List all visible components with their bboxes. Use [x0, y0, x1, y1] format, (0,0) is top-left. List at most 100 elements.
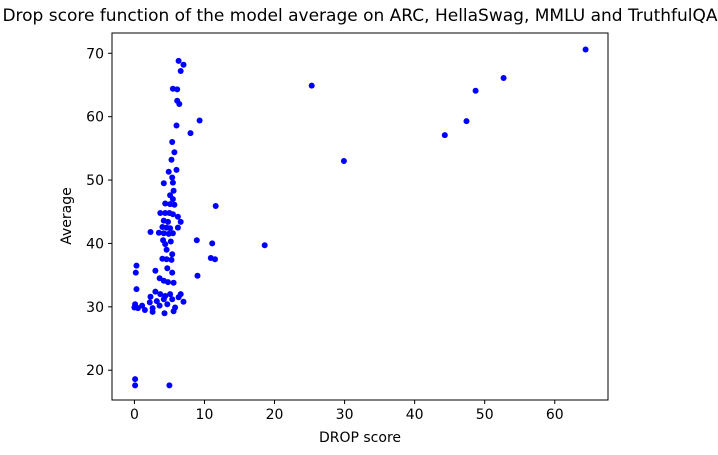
y-tick-label: 70 [86, 46, 104, 62]
data-point [155, 229, 162, 236]
data-point [187, 130, 194, 137]
y-tick-label: 20 [86, 363, 104, 379]
data-point [169, 139, 176, 145]
x-axis-ticks: 0 10 20 30 40 50 60 [130, 400, 564, 423]
data-point [168, 256, 175, 263]
data-point [160, 180, 167, 187]
data-point [153, 298, 160, 305]
data-point [161, 310, 168, 317]
data-point [162, 210, 169, 216]
data-point [196, 117, 203, 124]
data-point [168, 156, 175, 163]
data-point [166, 382, 173, 389]
data-point [162, 200, 169, 207]
data-point [133, 262, 140, 269]
data-point [173, 122, 180, 129]
data-point [171, 149, 178, 156]
data-point [165, 279, 171, 286]
data-point [165, 218, 171, 225]
data-point [194, 272, 201, 279]
y-axis-label: Average [59, 187, 75, 245]
data-point [171, 201, 178, 208]
x-tick-label: 0 [130, 407, 139, 423]
x-tick-label: 20 [266, 407, 284, 423]
x-tick-label: 50 [476, 407, 494, 423]
data-point [139, 302, 146, 309]
data-point [180, 61, 187, 68]
data-point [152, 288, 159, 295]
scatter-points [131, 46, 589, 389]
y-axis-ticks: 20 30 40 50 60 70 [86, 46, 112, 379]
x-tick-label: 30 [336, 407, 354, 423]
data-point [152, 267, 159, 274]
data-point [174, 224, 181, 231]
data-point [169, 174, 176, 181]
data-point [169, 296, 176, 303]
data-point [463, 118, 470, 125]
data-point [157, 291, 164, 298]
data-point [147, 293, 154, 300]
data-point [165, 168, 172, 175]
data-point [212, 203, 219, 209]
data-point [169, 196, 176, 203]
x-tick-label: 40 [406, 407, 424, 423]
data-point [167, 238, 174, 245]
data-point [173, 166, 180, 173]
data-point [167, 225, 174, 232]
data-point [175, 57, 182, 64]
data-point [340, 158, 347, 164]
data-point [160, 230, 167, 237]
data-point [163, 246, 170, 253]
data-point [146, 299, 153, 306]
data-point [157, 210, 164, 216]
chart-title: Drop score function of the model average… [2, 6, 717, 26]
data-point [169, 179, 176, 186]
data-point [164, 301, 171, 308]
data-point [164, 265, 171, 272]
data-point [156, 302, 163, 309]
data-point [133, 286, 140, 293]
data-point [141, 307, 148, 313]
data-point [167, 291, 174, 298]
data-point [132, 376, 139, 383]
data-point [147, 229, 154, 235]
y-tick-label: 50 [86, 173, 104, 189]
x-axis-label: DROP score [319, 430, 401, 446]
data-point [500, 75, 507, 81]
data-point [174, 86, 181, 93]
data-point [169, 251, 176, 258]
data-point [169, 269, 176, 276]
y-tick-label: 30 [86, 300, 104, 316]
data-point [132, 382, 139, 389]
data-point [308, 82, 315, 89]
data-point [177, 218, 184, 225]
data-point [149, 308, 156, 315]
data-point [132, 269, 139, 276]
data-point [163, 256, 170, 263]
data-point [180, 298, 187, 305]
data-point [175, 294, 182, 301]
x-tick-label: 60 [546, 407, 564, 423]
data-point [174, 213, 181, 220]
data-point [160, 296, 167, 303]
data-point [176, 101, 183, 107]
data-point [582, 46, 589, 53]
data-point [209, 240, 216, 247]
data-point [162, 241, 169, 248]
y-tick-label: 60 [86, 110, 104, 126]
x-tick-label: 10 [196, 407, 214, 423]
data-point [170, 187, 177, 194]
data-point [212, 256, 218, 263]
data-point [169, 211, 176, 218]
data-point [441, 132, 448, 139]
data-point [472, 87, 479, 94]
data-point [261, 242, 268, 249]
data-point [193, 237, 200, 244]
y-tick-label: 40 [86, 236, 104, 252]
data-point [170, 279, 177, 286]
plot-area-border [111, 32, 609, 401]
data-point [177, 68, 184, 74]
data-point [169, 230, 176, 237]
data-point [170, 308, 177, 315]
